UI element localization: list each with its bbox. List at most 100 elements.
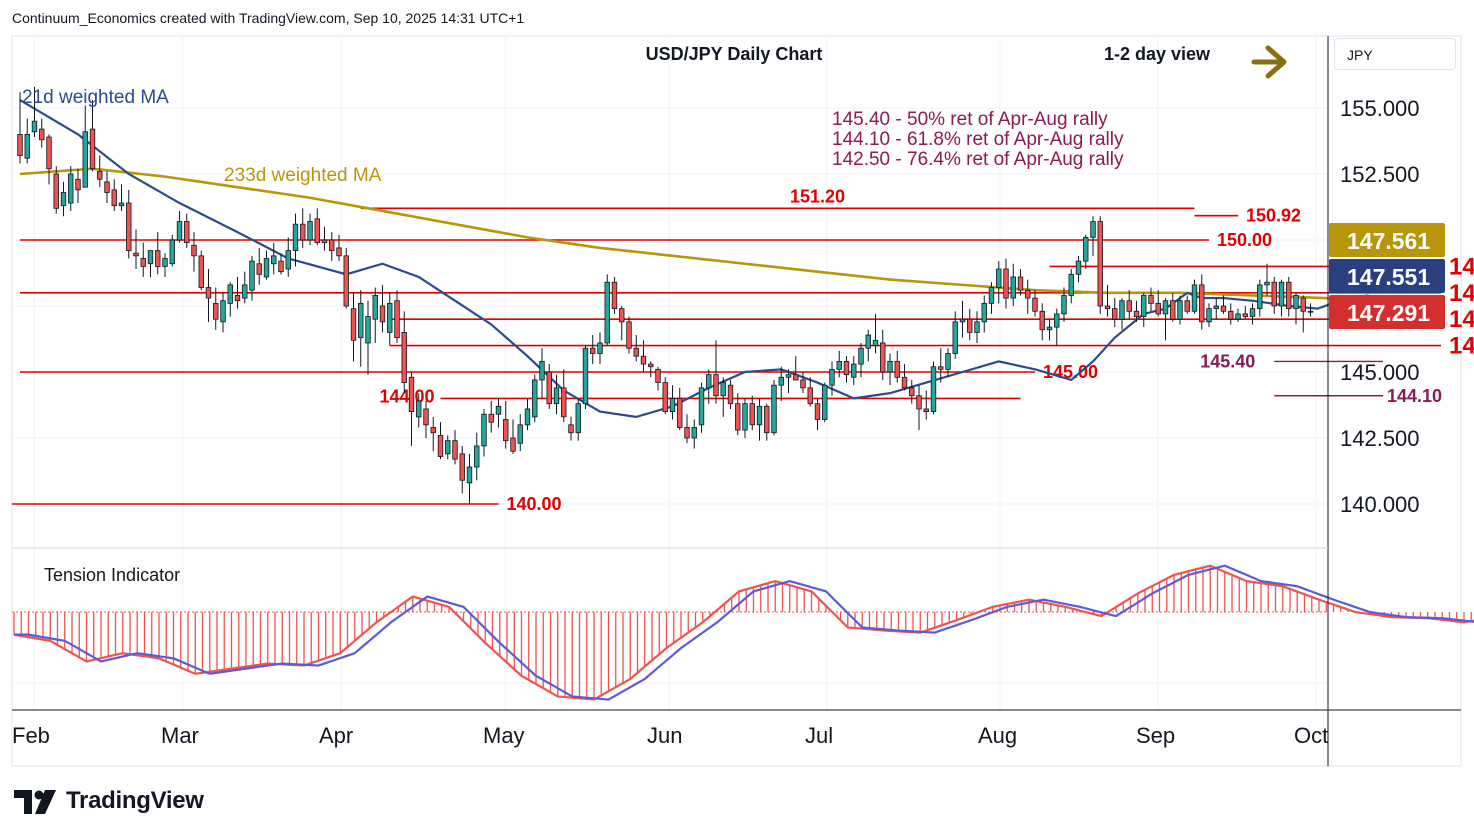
candle-up — [1162, 300, 1169, 315]
candle-down — [1220, 305, 1227, 312]
candle-up — [553, 387, 560, 405]
candle-up — [118, 202, 125, 207]
candle-up — [858, 347, 864, 365]
candle-down — [1184, 300, 1190, 312]
candle-down — [1126, 300, 1132, 312]
candle-up — [669, 397, 676, 412]
candle-up — [887, 361, 893, 373]
candle-down — [909, 387, 915, 397]
candle-down — [561, 387, 567, 418]
level-label: 149.00 — [1449, 253, 1474, 280]
candle-down — [967, 318, 973, 333]
candle-down — [901, 376, 908, 389]
candle-down — [39, 128, 45, 141]
candle-up — [387, 302, 393, 333]
price-tag-box — [1329, 295, 1445, 329]
candle-down — [350, 308, 357, 341]
support-resistance-layer: 151.20 150.92 150.00 149.00148.00147.00146.… — [12, 186, 1474, 514]
candle-down — [1003, 268, 1009, 299]
candle-down — [1300, 297, 1306, 312]
candle-up — [517, 424, 523, 444]
price-tag-value: 147.561 — [1347, 228, 1430, 254]
candle-up — [1257, 284, 1263, 310]
candle-down — [155, 250, 161, 267]
candle-down — [619, 308, 625, 323]
candle-down — [923, 408, 929, 412]
candle-down — [126, 202, 132, 251]
candle-up — [307, 221, 313, 241]
candle-down — [394, 300, 400, 339]
candle-down — [343, 255, 349, 307]
candle-down — [408, 376, 415, 412]
candle-up — [176, 221, 183, 241]
level-label: 147.00 — [1449, 306, 1474, 333]
candle-up — [227, 284, 233, 304]
candle-down — [677, 397, 683, 428]
candle-up — [1307, 310, 1314, 313]
candle-down — [727, 384, 734, 405]
candle-down — [379, 305, 386, 323]
x-tick-label: Jul — [805, 723, 833, 748]
arrow-right-icon — [1251, 45, 1287, 79]
tradingview-logo[interactable]: TradingView — [14, 786, 204, 816]
candle-down — [191, 244, 197, 257]
candle-up — [24, 133, 30, 159]
candle-down — [640, 355, 647, 365]
candle-up — [1264, 281, 1270, 286]
level-label: 150.92 — [1246, 206, 1301, 226]
candle-up — [162, 258, 168, 267]
candle-down — [104, 181, 110, 193]
candle-up — [249, 260, 255, 291]
candle-down — [300, 223, 306, 241]
candle-up — [742, 403, 748, 431]
candle-down — [329, 239, 335, 251]
candle-down — [213, 302, 219, 320]
candle-down — [488, 413, 494, 423]
y-tick-label: 140.000 — [1340, 492, 1420, 517]
candle-up — [1249, 308, 1256, 317]
candle-down — [843, 361, 850, 376]
candle-down — [53, 173, 59, 209]
candle-up — [597, 342, 603, 354]
candle-down — [133, 252, 139, 257]
candle-down — [938, 366, 944, 370]
candle-down — [633, 347, 639, 357]
candle-down — [1199, 284, 1205, 323]
candle-up — [829, 368, 835, 386]
candle-up — [959, 318, 966, 323]
candle-down — [1155, 302, 1161, 315]
candle-down — [336, 247, 342, 257]
y-tick-label: 145.000 — [1340, 360, 1420, 385]
moving-averages-layer — [19, 99, 1369, 419]
x-tick-label: Mar — [161, 723, 199, 748]
candle-up — [82, 131, 88, 188]
candle-down — [880, 342, 886, 373]
x-tick-label: May — [483, 723, 525, 748]
candle-up — [292, 223, 299, 251]
price-tag-value: 147.551 — [1347, 264, 1430, 290]
candle-down — [198, 255, 204, 288]
candle-down — [1039, 310, 1045, 331]
retracement-note-50: 145.40 - 50% ret of Apr-Aug rally — [832, 109, 1108, 130]
retracement-label: 145.40 — [1200, 351, 1255, 371]
candle-down — [140, 258, 146, 267]
candle-down — [1133, 310, 1140, 317]
candle-down — [568, 424, 574, 434]
candle-up — [1010, 276, 1016, 299]
candle-up — [1068, 273, 1074, 296]
candle-up — [582, 347, 589, 405]
candle-down — [17, 133, 23, 156]
candle-up — [952, 321, 958, 354]
candle-down — [1242, 313, 1248, 317]
y-tick-label: 155.000 — [1340, 96, 1420, 121]
candle-down — [1228, 310, 1234, 320]
tension-panel — [12, 564, 1474, 701]
candle-up — [604, 281, 610, 344]
currency-selector[interactable]: JPY — [1334, 38, 1456, 70]
candle-down — [807, 387, 813, 405]
candle-up — [1191, 284, 1198, 312]
candle-up — [524, 408, 531, 426]
candle-up — [1235, 313, 1241, 320]
tradingview-logo-icon — [14, 790, 56, 814]
candle-up — [263, 258, 270, 278]
